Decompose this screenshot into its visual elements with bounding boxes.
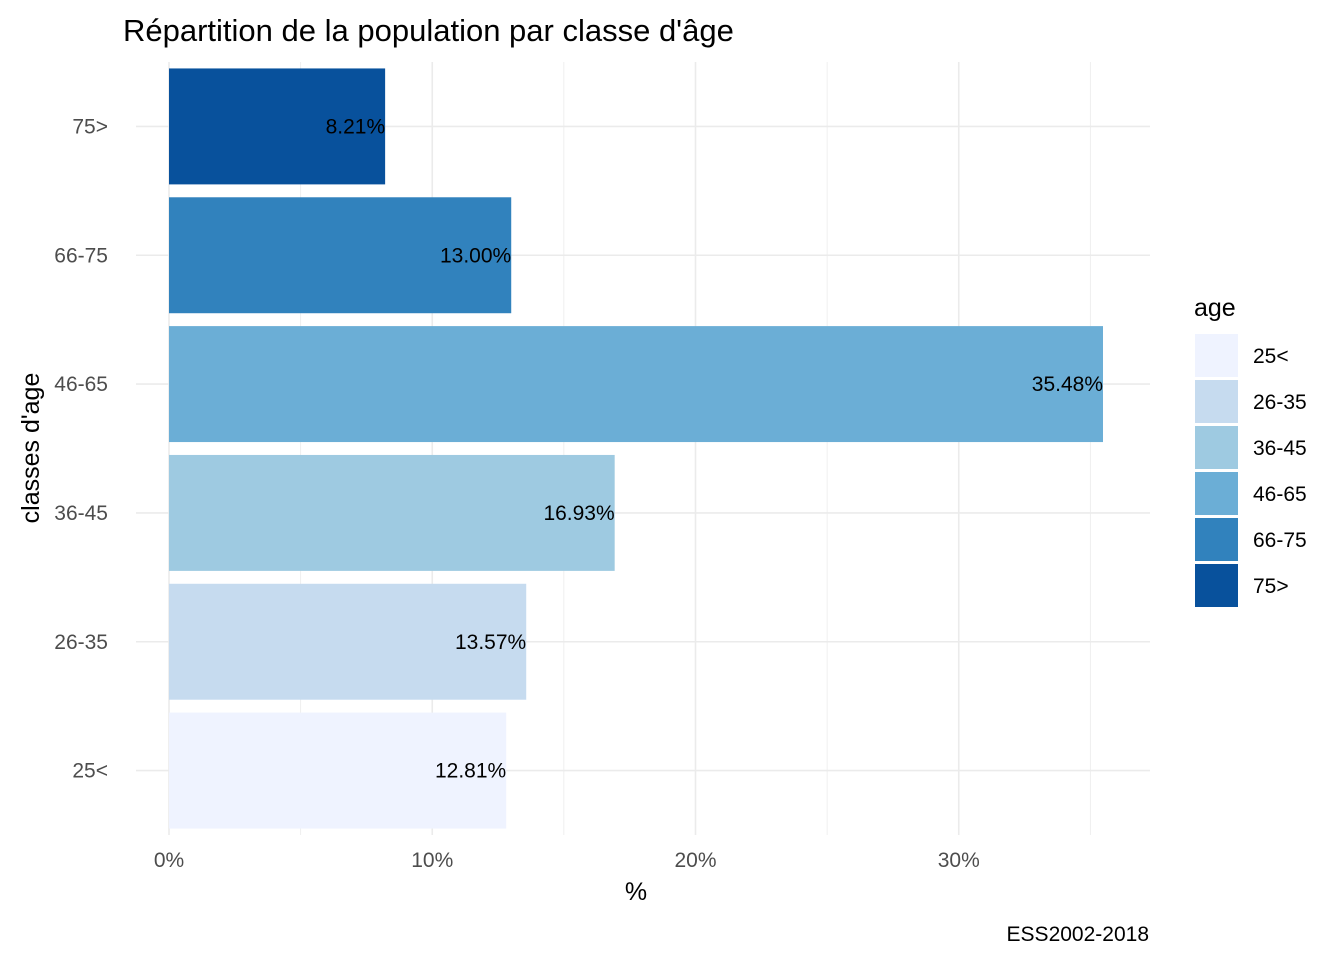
legend-label: 25<: [1253, 345, 1289, 368]
x-tick-label: 30%: [938, 849, 980, 872]
legend-swatch-26-35: [1195, 380, 1238, 423]
y-tick-label: 46-65: [54, 373, 108, 396]
legend-label: 36-45: [1253, 437, 1307, 460]
legend-label: 75>: [1253, 575, 1289, 598]
x-axis-ticks: 0% 10% 20% 30%: [154, 849, 980, 872]
legend-swatch-46-65: [1195, 472, 1238, 515]
legend-label: 26-35: [1253, 391, 1307, 414]
y-tick-label: 36-45: [54, 502, 108, 525]
legend-swatch-75>: [1195, 564, 1238, 607]
chart-title: Répartition de la population par classe …: [123, 13, 734, 48]
bar-labels: 12.81% 13.57% 16.93% 35.48% 13.00% 8.21%: [326, 115, 1103, 782]
legend-label: 46-65: [1253, 483, 1307, 506]
bar-value-label: 35.48%: [1032, 373, 1103, 396]
bar-value-label: 16.93%: [543, 502, 614, 525]
bar-25<: [169, 712, 507, 829]
bar-36-45: [169, 454, 615, 571]
bars: [169, 68, 1103, 829]
bar-26-35: [169, 583, 527, 700]
bar-value-label: 13.57%: [455, 631, 526, 654]
legend: age 25< 26-35 36-45 46-65 66-75 75>: [1194, 294, 1307, 607]
bar-value-label: 13.00%: [440, 244, 511, 267]
legend-swatch-66-75: [1195, 518, 1238, 561]
bar-75>: [169, 68, 386, 185]
x-tick-label: 0%: [154, 849, 184, 872]
x-axis-title: %: [625, 878, 647, 906]
y-tick-label: 26-35: [54, 631, 108, 654]
y-axis-ticks: 25< 26-35 36-45 46-65 66-75 75>: [54, 115, 108, 782]
y-tick-label: 66-75: [54, 244, 108, 267]
y-axis-title: classes d'age: [17, 373, 45, 524]
legend-swatch-36-45: [1195, 426, 1238, 469]
y-tick-label: 25<: [72, 760, 108, 783]
bar-46-65: [169, 326, 1103, 443]
legend-swatch-25<: [1195, 334, 1238, 377]
bar-66-75: [169, 197, 512, 314]
bar-value-label: 12.81%: [435, 760, 506, 783]
caption: ESS2002-2018: [1007, 923, 1149, 946]
x-tick-label: 20%: [674, 849, 716, 872]
bar-value-label: 8.21%: [326, 115, 386, 138]
x-tick-label: 10%: [411, 849, 453, 872]
y-tick-label: 75>: [72, 115, 108, 138]
legend-label: 66-75: [1253, 529, 1307, 552]
legend-title: age: [1194, 294, 1236, 322]
